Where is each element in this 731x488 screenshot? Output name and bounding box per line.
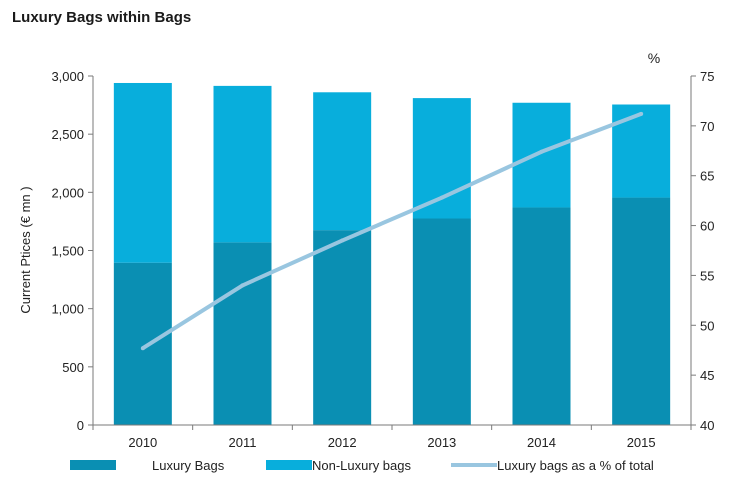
line-point-2012 [340,238,345,243]
y2-tick-label: 65 [700,169,714,184]
bar-luxury-2013 [412,218,471,425]
y-tick-label: 2,500 [51,127,84,142]
x-tick-label-2010: 2010 [128,435,157,450]
y2-tick-label: 55 [700,268,714,283]
line-layer [140,111,644,351]
bar-non-luxury-2010 [113,82,172,263]
bar-non-luxury-2013 [412,98,471,219]
y2-tick-label: 70 [700,119,714,134]
bar-luxury-2012 [313,230,372,425]
y-tick-label: 0 [77,418,84,433]
bar-non-luxury-2015 [612,104,671,198]
line-point-2015 [639,111,644,116]
y2-tick-label: 75 [700,69,714,84]
bar-luxury-2010 [113,262,172,425]
legend-label-line: Luxury bags as a % of total [497,458,654,473]
y-axis-label: Current Ptices (€ mn ) [18,186,33,313]
x-tick-label-2013: 2013 [427,435,456,450]
legend-label-non-luxury: Non-Luxury bags [312,458,411,473]
bar-luxury-2015 [612,197,671,425]
y-tick-label: 1,500 [51,244,84,259]
line-series-luxury-share [141,112,642,350]
legend-label-luxury: Luxury Bags [152,458,225,473]
y2-tick-label: 40 [700,418,714,433]
line-point-2014 [539,149,544,154]
x-tick-label-2011: 2011 [229,435,257,450]
legend: Luxury Bags Non-Luxury bags Luxury bags as… [70,458,654,473]
legend-swatch-luxury [70,460,116,470]
ticks-layer: 0 500 1,000 1,500 2,000 2,500 3,000 40 45 50 55 60 6… [51,69,714,450]
bar-luxury-2011 [213,242,272,425]
y-tick-label: 1,000 [51,302,84,317]
y-tick-label: 2,000 [51,185,84,200]
bar-luxury-2014 [512,207,571,425]
y-tick-label: 500 [62,360,84,375]
x-tick-label-2015: 2015 [627,435,656,450]
y2-tick-label: 60 [700,219,714,234]
x-tick-label-2012: 2012 [328,435,357,450]
chart-title: Luxury Bags within Bags [12,9,192,26]
line-point-2010 [140,346,145,351]
bar-non-luxury-2011 [213,85,272,243]
y-tick-label: 3,000 [51,69,84,84]
bar-non-luxury-2014 [512,102,571,208]
legend-swatch-non-luxury [266,460,312,470]
y2-axis-label: % [648,50,660,66]
y2-tick-label: 45 [700,368,714,383]
line-point-2013 [439,195,444,200]
line-point-2011 [240,283,245,288]
y2-tick-label: 50 [700,318,714,333]
bar-non-luxury-2012 [313,92,372,231]
x-tick-label-2014: 2014 [527,435,556,450]
